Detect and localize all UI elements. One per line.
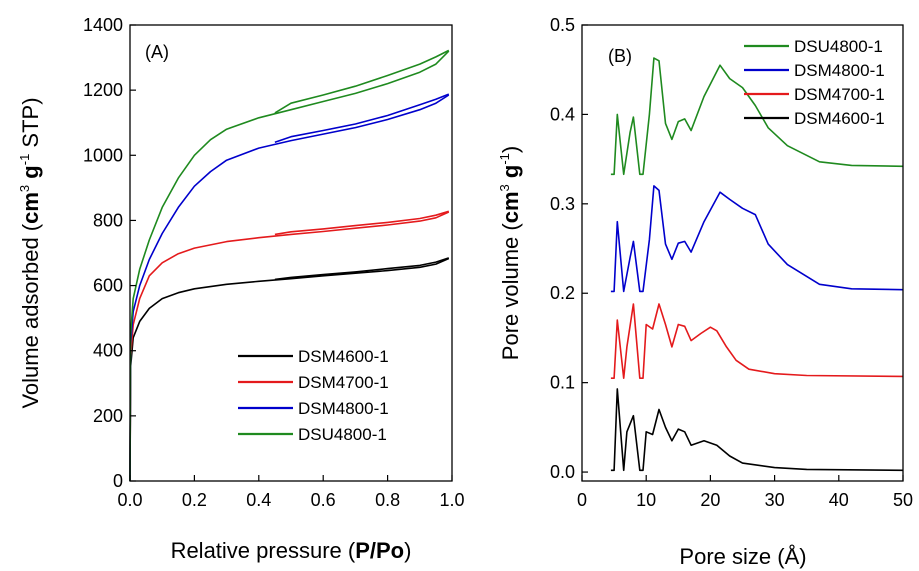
panel-a: 0.0 0.2 0.4 0.6 0.8 1.0 0 200 400 600 800 1000 1200 1… (17, 15, 465, 563)
panel-a-x-axis-title: Relative pressure (P/Po) (171, 538, 412, 563)
legend-label-dsm4600-1: DSM4600-1 (794, 109, 885, 128)
panel-b-plot-frame (581, 24, 904, 482)
panel-a-x-tick-label: 0.4 (246, 490, 271, 510)
panel-b-x-tick-label: 40 (829, 490, 849, 510)
panel-a-series-group (129, 49, 450, 482)
panel-b-y-tick-label: 0.2 (550, 283, 575, 303)
panel-a-y-tick-label: 800 (93, 210, 123, 230)
panel-b-y-tick-label: 0.5 (550, 15, 575, 35)
panel-b-x-tick-label: 30 (765, 490, 785, 510)
panel-b-x-axis-title: Pore size (Å) (679, 544, 806, 569)
panel-a-x-tick-label: 0.8 (375, 490, 400, 510)
panel-a-series-line-dsm4800-1-desorption (274, 93, 450, 144)
panel-a-y-tick-label: 600 (93, 276, 123, 296)
panel-a-y-tick-label: 1400 (83, 15, 123, 35)
legend-label-dsm4800-1: DSM4800-1 (298, 399, 389, 418)
panel-b-label: (B) (608, 46, 632, 66)
panel-a-x-tick-label: 0.6 (311, 490, 336, 510)
panel-a-y-tick-label: 400 (93, 341, 123, 361)
panel-a-series-line-dsm4600-1-adsorption (129, 257, 450, 482)
panel-b-series-group (610, 57, 904, 472)
panel-b-x-tick-label: 50 (893, 490, 913, 510)
panel-a-plot-frame (129, 24, 453, 482)
panel-b-x-tick-label: 0 (577, 490, 587, 510)
panel-b-series-line-dsm4800-1 (610, 185, 904, 293)
panel-b-series-line-dsu4800-1 (610, 57, 904, 176)
panel-a-legend: DSM4600-1 DSM4700-1 DSM4800-1 DSU4800-1 (238, 347, 389, 444)
panel-a-series-line-dsm4700-1-desorption (274, 210, 450, 236)
legend-label-dsu4800-1: DSU4800-1 (298, 425, 387, 444)
panel-a-ticks: 0.0 0.2 0.4 0.6 0.8 1.0 0 200 400 600 800 1000 1200 1… (83, 15, 465, 510)
panel-b: 0 10 20 30 40 50 0.0 0.1 0.2 0.3 0.4 0.5 (B) Pore s… (497, 15, 913, 569)
panel-a-series-line-dsm4700-1-adsorption (129, 211, 450, 482)
panel-a-y-axis-title: Volume adsorbed (cm3 g-1 STP) (17, 97, 43, 408)
panel-a-series-line-dsm4800-1-adsorption (129, 94, 450, 482)
legend-label-dsm4600-1: DSM4600-1 (298, 347, 389, 366)
panel-a-y-tick-label: 0 (113, 471, 123, 491)
panel-b-legend: DSU4800-1 DSM4800-1 DSM4700-1 DSM4600-1 (744, 37, 885, 128)
panel-a-series-line-dsu4800-1-adsorption (129, 50, 450, 482)
panel-b-y-axis-title: Pore volume (cm3 g-1) (497, 146, 523, 360)
panel-b-series-line-dsm4700-1 (610, 303, 904, 379)
panel-b-y-tick-label: 0.0 (550, 462, 575, 482)
panel-a-series-line-dsm4600-1-desorption (274, 257, 450, 281)
legend-label-dsm4700-1: DSM4700-1 (794, 85, 885, 104)
panel-b-y-tick-label: 0.3 (550, 194, 575, 214)
panel-a-y-tick-label: 1000 (83, 145, 123, 165)
panel-b-y-tick-label: 0.1 (550, 373, 575, 393)
panel-a-label: (A) (145, 42, 169, 62)
panel-b-x-tick-label: 10 (636, 490, 656, 510)
panel-a-y-tick-label: 200 (93, 406, 123, 426)
panel-b-x-tick-label: 20 (700, 490, 720, 510)
panel-b-ticks: 0 10 20 30 40 50 0.0 0.1 0.2 0.3 0.4 0.5 (550, 15, 913, 510)
panel-a-x-tick-label: 0.2 (182, 490, 207, 510)
panel-a-x-tick-label: 0.0 (117, 490, 142, 510)
panel-b-y-tick-label: 0.4 (550, 104, 575, 124)
legend-label-dsm4800-1: DSM4800-1 (794, 61, 885, 80)
legend-label-dsm4700-1: DSM4700-1 (298, 373, 389, 392)
legend-label-dsu4800-1: DSU4800-1 (794, 37, 883, 56)
panel-b-series-line-dsm4600-1 (610, 388, 904, 472)
panel-a-x-tick-label: 1.0 (439, 490, 464, 510)
panel-a-series-line-dsu4800-1-desorption (274, 49, 450, 114)
panel-a-y-tick-label: 1200 (83, 80, 123, 100)
